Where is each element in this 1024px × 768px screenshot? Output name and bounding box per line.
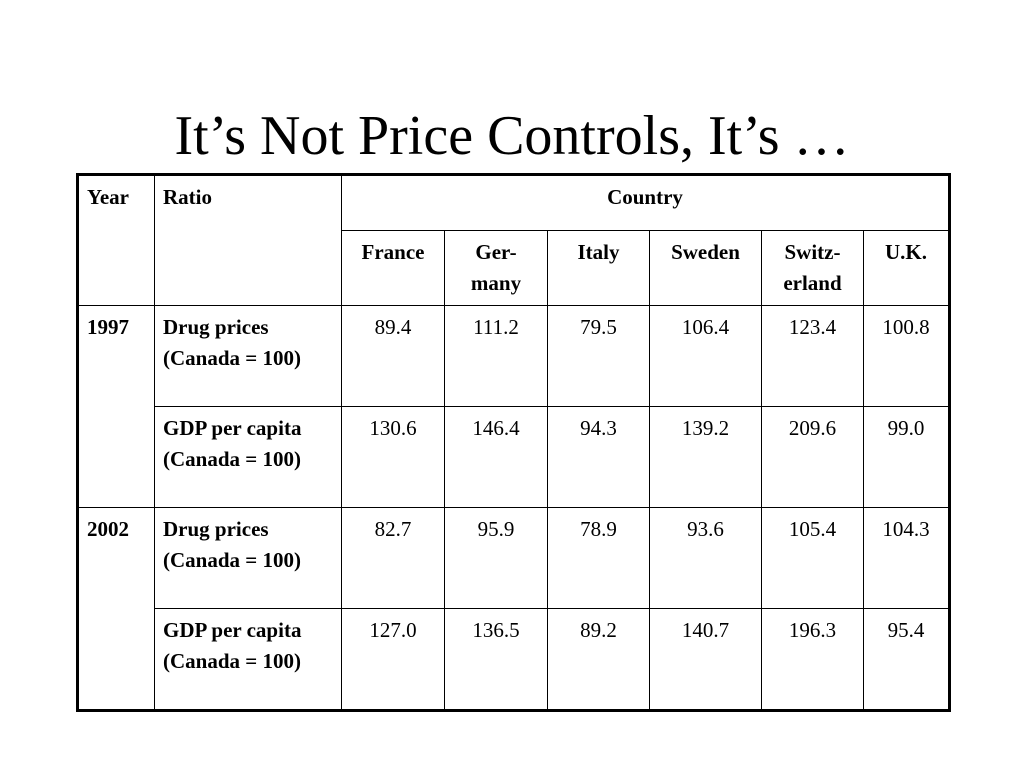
ratio-cell: GDP per capita (Canada = 100) (154, 406, 342, 508)
value-cell: 123.4 (761, 305, 864, 407)
table-header-row: Year Ratio Country (77, 174, 950, 306)
table-row: GDP per capita (Canada = 100) 130.6 146.… (78, 406, 950, 508)
value-cell: 146.4 (444, 406, 548, 508)
ratio-cell: Drug prices (Canada = 100) (154, 305, 342, 407)
value-cell: 79.5 (547, 305, 650, 407)
value-cell: 104.3 (863, 507, 950, 609)
country-header-uk: U.K. (863, 230, 950, 306)
value-cell: 106.4 (649, 305, 762, 407)
value-cell: 105.4 (761, 507, 864, 609)
value-cell: 111.2 (444, 305, 548, 407)
table-row: 1997 Drug prices (Canada = 100) 89.4 111… (77, 305, 950, 508)
ratio-column-header: Ratio (154, 174, 342, 306)
year-column-header: Year (77, 174, 155, 306)
country-header-switzerland: Switz-erland (761, 230, 864, 306)
ratio-cell: Drug prices (Canada = 100) (154, 507, 342, 609)
country-group-header: Country (341, 174, 950, 231)
value-cell: 140.7 (649, 608, 762, 711)
value-cell: 127.0 (341, 608, 445, 711)
value-cell: 94.3 (547, 406, 650, 508)
year-cell-2002: 2002 (77, 507, 155, 711)
value-cell: 78.9 (547, 507, 650, 609)
value-cell: 89.4 (341, 305, 445, 407)
value-cell: 82.7 (341, 507, 445, 609)
value-cell: 136.5 (444, 608, 548, 711)
country-header-germany: Ger-many (444, 230, 548, 306)
value-cell: 139.2 (649, 406, 762, 508)
table-row: 2002 Drug prices (Canada = 100) 82.7 95.… (77, 507, 950, 711)
price-gdp-table: Year Ratio Country France Ger-many Italy… (76, 173, 951, 712)
country-names-row: France Ger-many Italy Sweden Switz-erlan… (78, 230, 950, 306)
table-row: GDP per capita (Canada = 100) 127.0 136.… (78, 608, 950, 711)
value-cell: 130.6 (341, 406, 445, 508)
country-header-france: France (341, 230, 445, 306)
country-header-sweden: Sweden (649, 230, 762, 306)
value-cell: 100.8 (863, 305, 950, 407)
value-cell: 89.2 (547, 608, 650, 711)
value-cell: 95.9 (444, 507, 548, 609)
value-cell: 209.6 (761, 406, 864, 508)
value-cell: 99.0 (863, 406, 950, 508)
year-cell-1997: 1997 (77, 305, 155, 508)
country-header-italy: Italy (547, 230, 650, 306)
value-cell: 196.3 (761, 608, 864, 711)
slide-title: It’s Not Price Controls, It’s … (174, 105, 850, 167)
value-cell: 95.4 (863, 608, 950, 711)
value-cell: 93.6 (649, 507, 762, 609)
ratio-cell: GDP per capita (Canada = 100) (154, 608, 342, 711)
